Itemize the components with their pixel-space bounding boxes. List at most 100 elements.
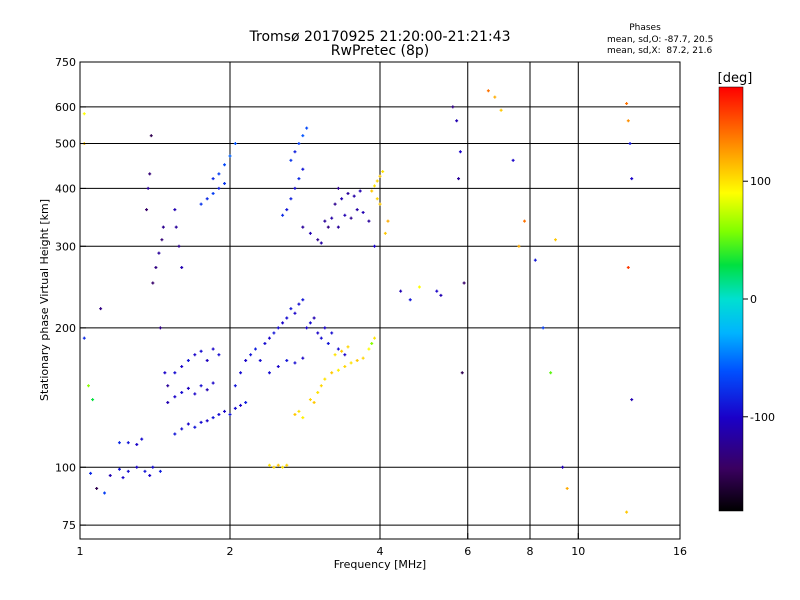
data-point-153 — [145, 208, 149, 212]
data-point-138 — [199, 202, 203, 206]
data-point-18 — [186, 422, 190, 426]
data-point-73 — [285, 359, 289, 363]
data-point-96 — [340, 349, 344, 353]
data-point-82 — [297, 409, 301, 413]
data-point-95 — [333, 353, 337, 357]
data-point-14 — [135, 442, 139, 446]
data-point-167 — [457, 177, 461, 181]
data-point-126 — [336, 186, 340, 190]
data-point-42 — [205, 359, 209, 363]
data-point-114 — [330, 216, 334, 220]
data-point-32 — [186, 386, 190, 390]
data-point-81 — [293, 412, 297, 416]
data-point-182 — [541, 326, 545, 330]
data-point-45 — [233, 384, 237, 388]
data-point-175 — [486, 89, 490, 93]
data-point-25 — [228, 412, 232, 416]
data-point-4 — [117, 467, 121, 471]
data-point-161 — [174, 225, 178, 229]
colorbar-ticks: 100 0 -100 — [743, 175, 775, 424]
data-point-3 — [108, 473, 112, 477]
data-point-98 — [367, 347, 371, 351]
data-point-108 — [301, 225, 305, 229]
y-tick-label-0: 75 — [62, 519, 76, 532]
data-point-176 — [493, 95, 497, 99]
data-point-133 — [289, 158, 293, 162]
data-point-150 — [157, 251, 161, 255]
data-point-128 — [285, 208, 289, 212]
data-point-112 — [323, 219, 327, 223]
data-point-106 — [375, 197, 379, 201]
data-point-149 — [154, 265, 158, 269]
data-point-134 — [293, 150, 297, 154]
y-tick-label-2: 200 — [55, 322, 76, 335]
x-tick-label-0: 1 — [77, 545, 84, 558]
data-point-169 — [460, 371, 464, 375]
data-point-163 — [180, 265, 184, 269]
data-point-139 — [205, 197, 209, 201]
data-point-39 — [186, 359, 190, 363]
data-point-85 — [312, 400, 316, 404]
data-point-197 — [91, 398, 95, 402]
data-point-86 — [316, 391, 320, 395]
data-point-166 — [458, 150, 462, 154]
data-points — [82, 89, 634, 514]
data-point-55 — [281, 321, 285, 325]
data-point-79 — [281, 465, 285, 469]
x-tick-label-3: 6 — [464, 545, 471, 558]
data-point-93 — [355, 359, 359, 363]
data-point-43 — [211, 347, 215, 351]
y-tick-labels: 75 100 200 300 400 500 600 750 — [55, 56, 86, 532]
colorbar-tick-label-1: 0 — [750, 293, 757, 306]
data-point-21 — [205, 419, 209, 423]
data-point-181 — [533, 258, 537, 262]
data-point-5 — [121, 476, 125, 480]
data-point-57 — [289, 307, 293, 311]
data-point-101 — [370, 189, 374, 193]
data-point-122 — [340, 197, 344, 201]
data-point-97 — [346, 345, 350, 349]
data-point-199 — [99, 307, 103, 311]
data-point-172 — [417, 285, 421, 289]
colorbar-label: [deg] — [718, 71, 753, 86]
data-point-51 — [263, 342, 267, 346]
data-point-80 — [285, 463, 289, 467]
data-point-64 — [316, 331, 320, 335]
grid-lines — [80, 62, 680, 539]
data-point-189 — [628, 142, 632, 146]
data-point-30 — [173, 395, 177, 399]
data-point-74 — [293, 361, 297, 365]
y-axis-label: Stationary phase Virtual Height [km] — [38, 199, 51, 401]
data-point-67 — [326, 342, 330, 346]
data-point-46 — [239, 371, 243, 375]
data-point-171 — [408, 298, 412, 302]
colorbar-tick-label-2: -100 — [750, 411, 775, 424]
data-point-145 — [223, 163, 227, 167]
data-point-65 — [319, 336, 323, 340]
data-point-16 — [173, 432, 177, 436]
data-point-104 — [378, 174, 382, 178]
data-point-131 — [297, 177, 301, 181]
data-point-173 — [435, 289, 439, 293]
data-point-62 — [308, 321, 312, 325]
data-point-12 — [117, 441, 121, 445]
phase-stats-x: mean, sd,X: 87.2, 21.6 — [607, 46, 713, 56]
data-point-141 — [217, 186, 221, 190]
data-point-147 — [233, 142, 237, 146]
data-point-151 — [160, 238, 164, 242]
data-point-63 — [312, 316, 316, 320]
data-point-164 — [451, 105, 455, 109]
data-point-52 — [267, 336, 271, 340]
data-point-193 — [625, 510, 629, 514]
data-point-89 — [330, 371, 334, 375]
data-point-28 — [244, 400, 248, 404]
data-point-100 — [373, 336, 377, 340]
data-point-15 — [140, 437, 144, 441]
data-point-2 — [103, 491, 107, 495]
data-point-7 — [135, 465, 139, 469]
data-point-124 — [352, 194, 356, 198]
data-point-120 — [367, 219, 371, 223]
data-point-50 — [258, 359, 262, 363]
data-point-35 — [205, 388, 209, 392]
data-point-136 — [301, 134, 305, 138]
